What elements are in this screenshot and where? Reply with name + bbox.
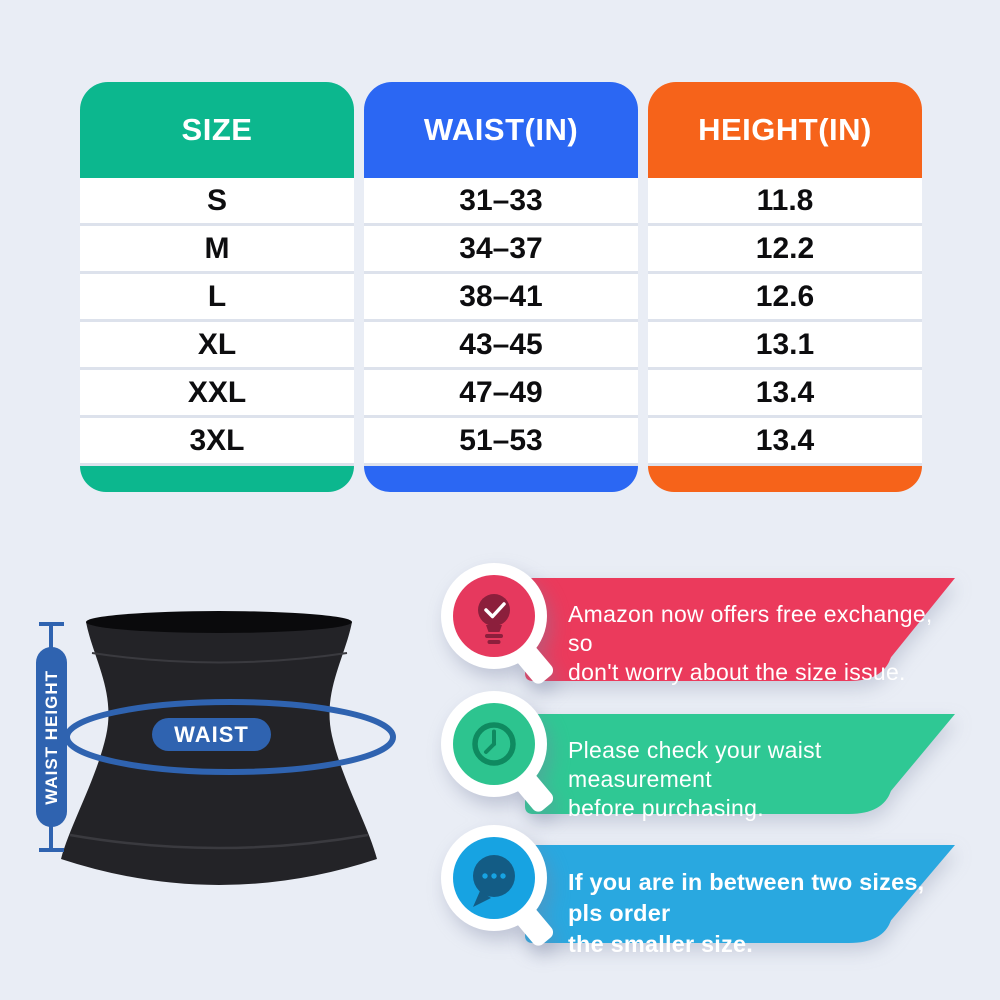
height-cell: 11.8	[648, 178, 922, 226]
size-cell: XL	[80, 322, 354, 370]
waist-label: WAIST	[174, 721, 249, 747]
clock-icon	[441, 691, 554, 812]
waist-cell: 47–49	[364, 370, 638, 418]
waist-measure-ellipse	[64, 699, 396, 775]
waist-height-label: WAIST HEIGHT	[41, 669, 61, 805]
column-header-size: SIZE	[80, 82, 354, 178]
callout-line: If you are in between two sizes, pls ord…	[568, 869, 925, 926]
callout-text-measure: Please check your waist measurement befo…	[568, 736, 953, 823]
size-cell: L	[80, 274, 354, 322]
size-column: SIZE S M L XL XXL 3XL	[80, 82, 354, 492]
callout-line: Please check your waist measurement	[568, 737, 822, 792]
chat-dots-icon	[441, 825, 554, 946]
column-footer-waist	[364, 466, 638, 492]
waist-cell: 43–45	[364, 322, 638, 370]
waist-cell: 51–53	[364, 418, 638, 466]
banner-ribbon	[525, 714, 955, 814]
callout-banner-measure	[525, 714, 955, 814]
ruler-bottom-line	[49, 825, 53, 850]
callout-text-between-sizes: If you are in between two sizes, pls ord…	[568, 867, 953, 960]
callout-banner-between-sizes	[525, 845, 955, 943]
waist-trainer-graphic	[61, 611, 396, 885]
banner-ribbon	[525, 845, 955, 943]
height-cell: 12.2	[648, 226, 922, 274]
garment-opening-rim	[86, 611, 352, 633]
lightbulb-check-icon	[441, 563, 554, 684]
waist-cell: 38–41	[364, 274, 638, 322]
size-cell: 3XL	[80, 418, 354, 466]
column-footer-size	[80, 466, 354, 492]
garment-silhouette	[61, 622, 377, 885]
callout-text-exchange: Amazon now offers free exchange, so don'…	[568, 600, 953, 687]
waist-label-pill: WAIST	[152, 718, 271, 751]
waist-trainer-illustration: WAIST HEIGHT WAIST	[20, 595, 410, 915]
column-footer-height	[648, 466, 922, 492]
callout-line: Amazon now offers free exchange, so	[568, 601, 933, 656]
height-column: HEIGHT(IN) 11.8 12.2 12.6 13.1 13.4 13.4	[648, 82, 922, 492]
callout-line: don't worry about the size issue.	[568, 659, 906, 685]
height-cell: 12.6	[648, 274, 922, 322]
callout-line: the smaller size.	[568, 931, 753, 957]
garment-top-seam	[91, 652, 348, 664]
size-cell: S	[80, 178, 354, 226]
ruler-bottom-cap	[39, 848, 64, 852]
callout-icons	[441, 563, 554, 946]
ruler-top-line	[49, 624, 53, 649]
callout-banner-exchange	[525, 578, 955, 681]
size-cell: M	[80, 226, 354, 274]
column-header-height: HEIGHT(IN)	[648, 82, 922, 178]
waist-cell: 31–33	[364, 178, 638, 226]
waist-column: WAIST(IN) 31–33 34–37 38–41 43–45 47–49 …	[364, 82, 638, 492]
height-cell: 13.1	[648, 322, 922, 370]
size-cell: XXL	[80, 370, 354, 418]
callout-line: before purchasing.	[568, 795, 764, 821]
waist-height-label-pill: WAIST HEIGHT	[36, 647, 67, 827]
banner-ribbon	[525, 578, 955, 681]
height-cell: 13.4	[648, 370, 922, 418]
column-header-waist: WAIST(IN)	[364, 82, 638, 178]
height-cell: 13.4	[648, 418, 922, 466]
garment-bottom-seam	[69, 833, 369, 850]
waist-cell: 34–37	[364, 226, 638, 274]
